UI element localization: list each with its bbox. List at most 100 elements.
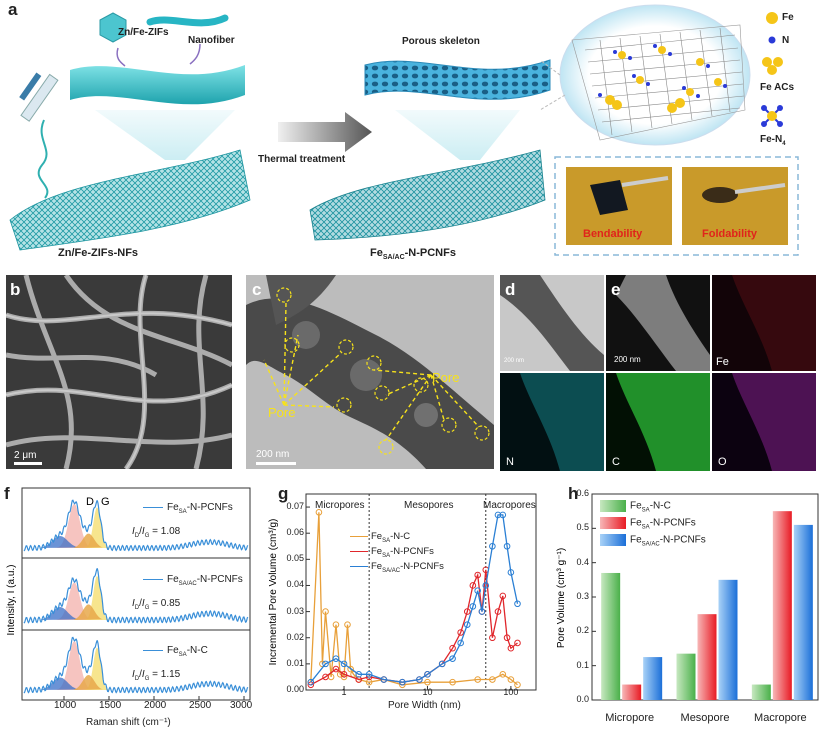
bendability-label: Bendability xyxy=(583,228,643,240)
pore-point xyxy=(489,634,496,642)
pore-point xyxy=(494,511,502,519)
peak-d-label: D xyxy=(86,496,94,508)
pore-point xyxy=(489,542,496,550)
pore-annotations xyxy=(263,287,490,455)
pore-xtick: 1 xyxy=(341,687,347,697)
legend-text: -N-PCNFs xyxy=(400,561,444,572)
raman-legend-2: FeSA/AC-N-PCNFs xyxy=(143,574,243,587)
pore-point xyxy=(494,608,502,615)
a-band-fill-1 xyxy=(74,604,103,620)
foldability-label: Foldability xyxy=(702,228,757,240)
pore-point xyxy=(449,655,456,662)
volume-ytick: 0.6 xyxy=(576,488,589,498)
pore-point xyxy=(380,676,388,683)
region-macropores: Macropores xyxy=(483,500,536,511)
volume-ytick: 0.5 xyxy=(576,522,589,533)
pore-point xyxy=(424,671,431,678)
pore-point xyxy=(469,582,477,589)
pore-ytick: 0.05 xyxy=(286,553,304,564)
fe-acs-icon xyxy=(762,57,783,75)
legend-text: -N-C xyxy=(390,531,411,542)
legend-text: Fe xyxy=(630,500,642,512)
panel-e-label: e xyxy=(611,280,621,299)
volume-ytick: 0.1 xyxy=(576,659,589,670)
zif-label: Zn/Fe-ZIFs xyxy=(118,27,169,38)
raman-legend-1: FeSA-N-PCNFs xyxy=(143,502,233,515)
d-band-fill-0 xyxy=(50,503,98,548)
zif-cube-icon xyxy=(99,12,127,43)
legend-sub: SA xyxy=(382,537,391,544)
pore-point xyxy=(474,571,481,579)
thermal-label: Thermal treatment xyxy=(258,154,346,165)
pore-point xyxy=(474,676,481,683)
pore-point xyxy=(507,644,515,652)
pore-point xyxy=(340,660,348,668)
atomic-structure-bubble xyxy=(559,4,751,146)
pore-point xyxy=(332,665,340,673)
pore-point xyxy=(347,665,354,673)
scale-bar-b xyxy=(14,462,42,465)
pore-point xyxy=(503,634,511,642)
pore-point xyxy=(507,676,515,683)
volume-legend-item: FeSA/AC-N-PCNFs xyxy=(600,534,706,548)
pore-legend-item: FeSA-N-C xyxy=(350,531,410,544)
legend-swatch xyxy=(600,500,626,512)
pore-point xyxy=(449,678,456,686)
bar-micropore-0 xyxy=(601,572,621,700)
legend-swatch xyxy=(600,534,626,546)
pore-ytick: 0.03 xyxy=(286,605,304,616)
pore-point xyxy=(469,603,477,610)
pore-xtick: 100 xyxy=(503,687,519,697)
bar-macropore-2 xyxy=(793,524,813,700)
panel-g-label: g xyxy=(278,484,289,503)
process-arrow-icon xyxy=(278,112,372,152)
panel-h-label: h xyxy=(568,484,579,503)
legend-sub: SA xyxy=(641,507,650,514)
map-label-n: N xyxy=(506,456,514,468)
pore-point xyxy=(449,644,456,652)
o-map xyxy=(712,373,816,471)
pore-series-0 xyxy=(310,512,518,686)
legend-fe-acs: Fe ACs xyxy=(760,82,795,93)
panel-f-label: f xyxy=(4,484,10,503)
legend-swatch xyxy=(350,550,368,552)
pore-ytick: 0.06 xyxy=(286,527,304,538)
raman-xlabel: Raman shift (cm⁻¹) xyxy=(86,717,171,728)
raman-ratio-1: ID/IG = 1.08 xyxy=(132,526,181,539)
pore-volume-chart: Pore Volume (cm³ g⁻¹) xyxy=(556,493,819,701)
volume-legend-item: FeSA-N-C xyxy=(600,500,671,514)
pore-point xyxy=(322,673,329,681)
pore-point xyxy=(499,511,507,519)
d-band-fill-2 xyxy=(50,641,98,690)
legend-swatch xyxy=(350,565,368,567)
pcnfs-caption: FeSA/AC-N-PCNFs xyxy=(370,247,456,262)
map-label-fe: Fe xyxy=(716,356,729,368)
pore-point xyxy=(332,621,340,628)
pore-point xyxy=(457,639,464,647)
raman-spectrum-1 xyxy=(23,568,249,624)
legend-text: -N-PCNFs xyxy=(390,546,434,557)
scale-bar-c xyxy=(256,462,296,465)
skeleton-label: Porous skeleton xyxy=(402,36,480,47)
syringe-icon xyxy=(19,72,59,199)
raman-ratio-3: ID/IG = 1.15 xyxy=(132,669,181,682)
pore-ytick: 0.07 xyxy=(286,501,304,512)
pore-point xyxy=(457,629,464,636)
legend-sub: SA xyxy=(382,552,391,559)
raman-ratio-2: ID/IG = 0.85 xyxy=(132,598,181,611)
peak-g-label: G xyxy=(101,496,110,508)
scale-b: 2 μm xyxy=(14,450,37,461)
i-band-fill-0 xyxy=(41,536,79,548)
pore-point xyxy=(507,569,515,576)
tem-image xyxy=(246,275,494,469)
legend-text: Fe xyxy=(371,546,383,557)
n-atom-icon xyxy=(768,36,776,44)
pore-point xyxy=(307,678,315,686)
map-label-c: C xyxy=(612,456,620,468)
photo-box xyxy=(554,156,799,256)
volume-ytick: 0.2 xyxy=(576,625,589,636)
pore-point xyxy=(365,671,373,678)
porous-skeleton xyxy=(364,59,551,100)
pore-point xyxy=(416,676,423,683)
panel-b-label: b xyxy=(10,280,21,299)
